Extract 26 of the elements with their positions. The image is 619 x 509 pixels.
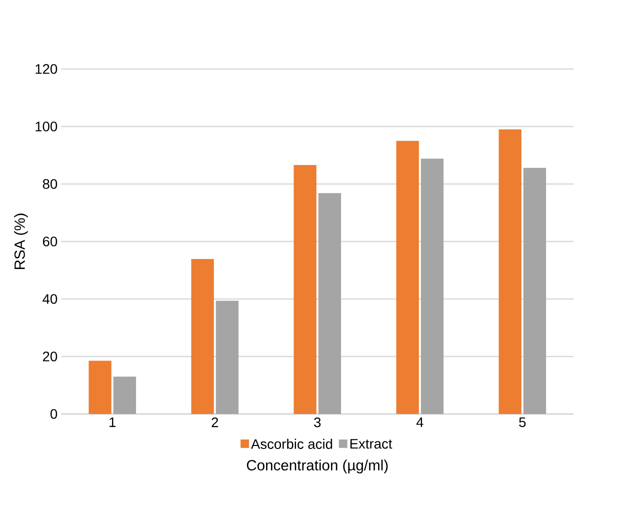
y-tick-label: 80 [42, 179, 58, 190]
bar [420, 158, 444, 414]
x-tick-label: 2 [212, 418, 218, 428]
bar [88, 360, 112, 414]
y-tick-label: 40 [42, 294, 58, 304]
x-tick-label: 3 [314, 418, 321, 428]
x-tick-label: 5 [519, 418, 526, 428]
legend-label: Extract [350, 439, 392, 449]
y-tick-label: 0 [50, 409, 58, 420]
bar [498, 130, 522, 414]
y-tick-label: 120 [36, 64, 58, 74]
bar [318, 193, 342, 414]
bar [191, 259, 214, 414]
y-axis-title: RSA (%) [14, 214, 28, 270]
x-tick-label: 4 [416, 418, 424, 428]
x-axis-title: Concentration (µg/ml) [246, 460, 388, 474]
x-tick-label: 1 [110, 418, 116, 428]
bar [216, 300, 239, 414]
bar [396, 141, 419, 414]
y-tick-label: 20 [42, 352, 58, 362]
bar [523, 168, 546, 414]
y-tick-label: 100 [36, 122, 58, 132]
bar [294, 165, 316, 414]
y-tick-label: 60 [42, 236, 58, 247]
legend-label: Ascorbic acid [250, 439, 332, 450]
bar [113, 376, 136, 414]
